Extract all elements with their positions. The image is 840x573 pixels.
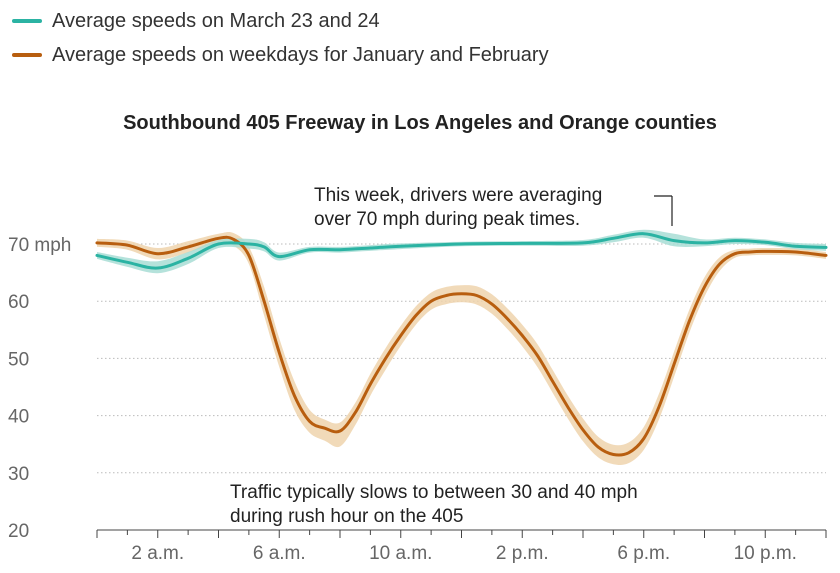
y-tick-label-20: 20: [8, 521, 29, 542]
legend-swatch-teal: [12, 19, 42, 23]
gridlines: [97, 243, 826, 474]
legend-label-march: Average speeds on March 23 and 24: [52, 9, 380, 32]
line-series-0: [95, 232, 828, 270]
y-tick-label-30: 30: [8, 464, 29, 485]
legend-item-march: Average speeds on March 23 and 24: [12, 4, 549, 38]
chart-title: Southbound 405 Freeway in Los Angeles an…: [123, 112, 717, 134]
confidence-bands: [97, 229, 826, 465]
annotation-rush-line-1: Traffic typically slows to between 30 an…: [230, 482, 638, 503]
x-tick-label-22: 10 p.m.: [734, 543, 797, 564]
y-tick-label-40: 40: [8, 407, 29, 428]
x-tick-label-10: 10 a.m.: [369, 543, 432, 564]
y-tick-label-70: 70 mph: [8, 235, 71, 256]
x-tick-label-2: 2 a.m.: [131, 543, 184, 564]
axes: 70 mph 60 50 40 30 20 2 a.m. 6 a.m. 10 a.m. 2 p.m…: [8, 235, 827, 564]
annotation-peak-line-1: This week, drivers were averaging: [314, 185, 602, 206]
line-series-1: [95, 235, 828, 457]
annotations: This week, drivers were averaging over 7…: [230, 185, 673, 527]
x-tick-label-14: 2 p.m.: [496, 543, 549, 564]
legend: Average speeds on March 23 and 24 Averag…: [12, 4, 549, 72]
y-tick-label-50: 50: [8, 349, 29, 370]
annotation-peak-line-2: over 70 mph during peak times.: [314, 209, 580, 230]
legend-item-weekdays: Average speeds on weekdays for January a…: [12, 38, 549, 72]
x-tick-label-6: 6 a.m.: [253, 543, 306, 564]
legend-label-weekdays: Average speeds on weekdays for January a…: [52, 43, 549, 66]
x-tick-label-18: 6 p.m.: [617, 543, 670, 564]
legend-swatch-orange: [12, 53, 42, 57]
band-series-0: [97, 229, 826, 274]
annotation-rush-line-2: during rush hour on the 405: [230, 506, 463, 527]
series-lines: [95, 232, 828, 457]
y-tick-label-60: 60: [8, 292, 29, 313]
